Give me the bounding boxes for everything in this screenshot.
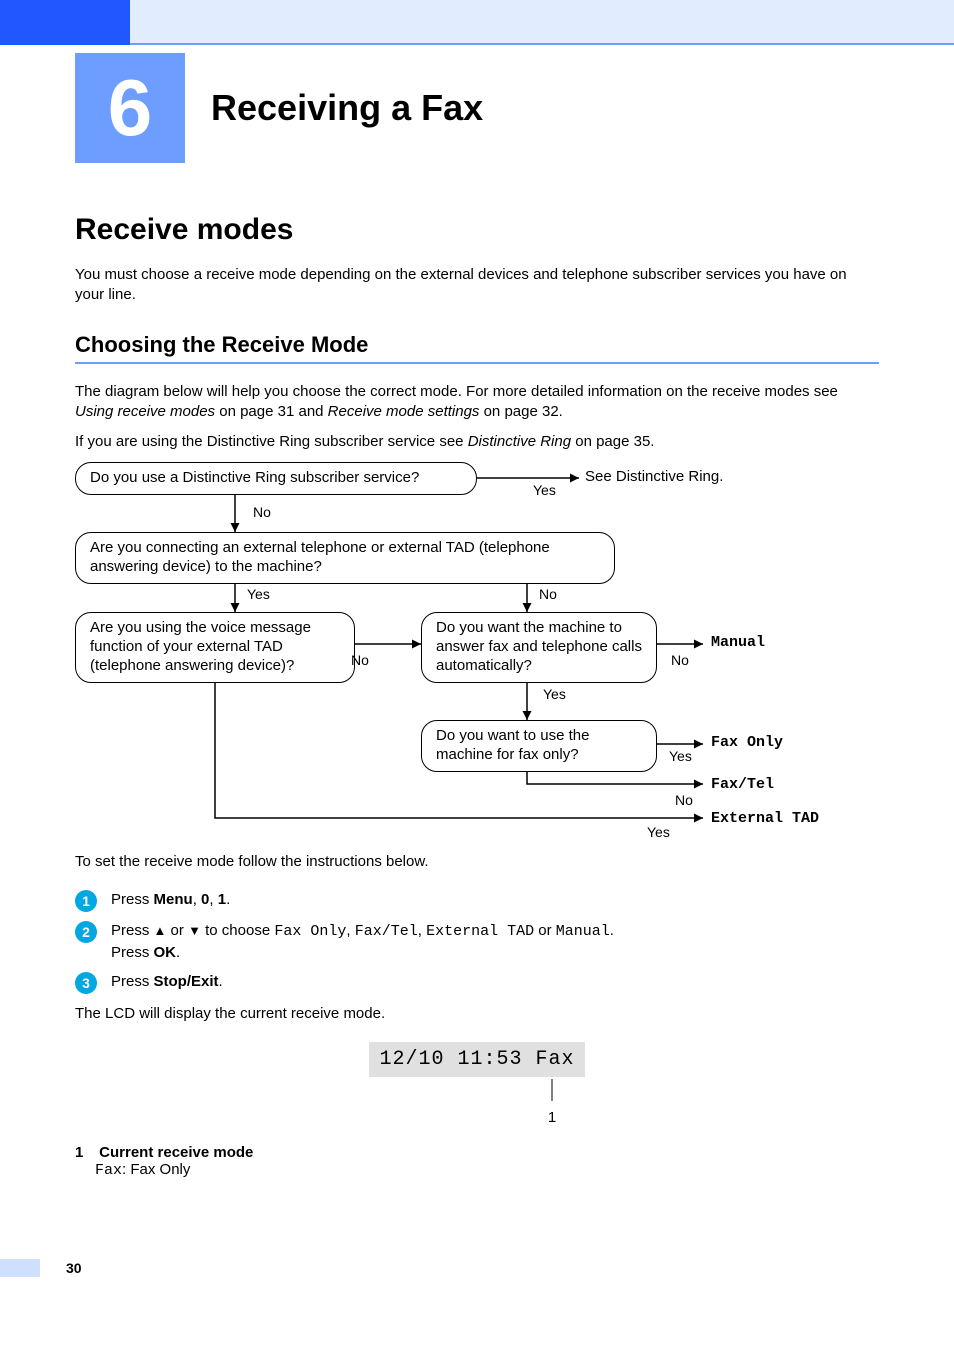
- option-label: Fax Only: [274, 923, 346, 940]
- flowchart-label-no3: No: [351, 652, 369, 668]
- flowchart-node-m_faxtel: Fax/Tel: [711, 776, 774, 793]
- text: or: [166, 922, 188, 939]
- page-content: Receive modes You must choose a receive …: [75, 213, 879, 1179]
- step-marker: 1: [75, 890, 97, 912]
- callout-index: 1: [548, 1109, 556, 1126]
- step-list: 1Press Menu, 0, 1.2Press ▲ or ▼ to choos…: [75, 889, 879, 994]
- footer-tab: [0, 1259, 40, 1277]
- text: Press: [111, 973, 154, 990]
- subsection-para-2: If you are using the Distinctive Ring su…: [75, 432, 879, 452]
- flowchart-label-no5: No: [675, 792, 693, 808]
- legend-num: 1: [75, 1144, 95, 1161]
- text: on page 35.: [571, 433, 654, 450]
- key-label: 1: [218, 891, 226, 908]
- flowchart-node-q5: Do you want to use the machine for fax o…: [421, 720, 657, 772]
- text: or: [534, 922, 556, 939]
- flowchart-label-no4: No: [671, 652, 689, 668]
- text: .: [176, 944, 180, 961]
- top-bar: [0, 0, 954, 45]
- flowchart-node-r1: See Distinctive Ring.: [585, 468, 723, 485]
- set-mode-paragraph: To set the receive mode follow the instr…: [75, 852, 879, 872]
- link-receive-mode-settings[interactable]: Receive mode settings: [328, 403, 480, 420]
- text: If you are using the Distinctive Ring su…: [75, 433, 468, 450]
- intro-paragraph: You must choose a receive mode depending…: [75, 265, 879, 306]
- legend-title: Current receive mode: [99, 1144, 253, 1161]
- lcd-display-wrap: 12/10 11:53 Fax 1: [75, 1042, 879, 1126]
- step-1: 1Press Menu, 0, 1.: [75, 889, 879, 912]
- flowchart-node-q4: Do you want the machine to answer fax an…: [421, 612, 657, 682]
- text: on page 32.: [479, 403, 562, 420]
- subsection-rule: [75, 362, 879, 364]
- step-marker: 2: [75, 921, 97, 943]
- flowchart-label-yes3: Yes: [543, 686, 566, 702]
- chapter-number: 6: [75, 53, 185, 163]
- flowchart-node-q3: Are you using the voice message function…: [75, 612, 355, 682]
- legend-code: Fax: [95, 1162, 122, 1179]
- key-label: Stop/Exit: [154, 973, 219, 990]
- text: Press: [111, 922, 154, 939]
- flowchart-label-no2: No: [539, 586, 557, 602]
- text: ▼: [188, 923, 201, 938]
- text: .: [219, 973, 223, 990]
- flowchart-diagram: Do you use a Distinctive Ring subscriber…: [75, 462, 875, 842]
- text: ▲: [154, 923, 167, 938]
- text: Press: [111, 944, 154, 961]
- top-bar-strip: [130, 0, 954, 45]
- page-footer: 30: [0, 1259, 954, 1277]
- text: Press: [111, 891, 154, 908]
- text: .: [226, 891, 230, 908]
- section-title: Receive modes: [75, 213, 879, 247]
- link-distinctive-ring[interactable]: Distinctive Ring: [468, 433, 571, 450]
- link-using-receive-modes[interactable]: Using receive modes: [75, 403, 215, 420]
- text: on page 31 and: [215, 403, 328, 420]
- step-body: Press ▲ or ▼ to choose Fax Only, Fax/Tel…: [111, 920, 614, 963]
- flowchart-node-m_faxonly: Fax Only: [711, 734, 783, 751]
- subsection-title: Choosing the Receive Mode: [75, 332, 879, 358]
- callout-line: [542, 1079, 562, 1105]
- flowchart-node-m_manual: Manual: [711, 634, 765, 651]
- text: ,: [193, 891, 201, 908]
- flowchart-label-yes2: Yes: [247, 586, 270, 602]
- key-label: OK: [154, 944, 177, 961]
- flowchart-node-q2: Are you connecting an external telephone…: [75, 532, 615, 584]
- flowchart-label-yes4: Yes: [669, 748, 692, 764]
- flowchart-label-yes5: Yes: [647, 824, 670, 840]
- chapter-header: 6 Receiving a Fax: [75, 53, 954, 163]
- page-number: 30: [66, 1260, 82, 1276]
- step-2: 2 Press ▲ or ▼ to choose Fax Only, Fax/Te…: [75, 920, 879, 963]
- lcd-callout: 1: [542, 1079, 562, 1126]
- text: The diagram below will help you choose t…: [75, 383, 838, 400]
- step-marker: 3: [75, 972, 97, 994]
- text: ,: [346, 922, 354, 939]
- flowchart-label-no1: No: [253, 504, 271, 520]
- step-3: 3 Press Stop/Exit.: [75, 971, 879, 994]
- text: ,: [418, 922, 426, 939]
- lcd-paragraph: The LCD will display the current receive…: [75, 1004, 879, 1024]
- text: ,: [209, 891, 217, 908]
- lcd-display: 12/10 11:53 Fax: [369, 1042, 584, 1077]
- flowchart-node-m_exttad: External TAD: [711, 810, 819, 827]
- step-body: Press Stop/Exit.: [111, 971, 223, 992]
- text: to choose: [201, 922, 274, 939]
- option-label: External TAD: [426, 923, 534, 940]
- key-label: Menu: [154, 891, 193, 908]
- subsection-para-1: The diagram below will help you choose t…: [75, 382, 879, 423]
- option-label: Fax/Tel: [355, 923, 418, 940]
- flowchart-label-yes1: Yes: [533, 482, 556, 498]
- chapter-title: Receiving a Fax: [211, 87, 483, 129]
- legend-desc: : Fax Only: [122, 1161, 190, 1178]
- option-label: Manual: [556, 923, 610, 940]
- step-body: Press Menu, 0, 1.: [111, 889, 230, 910]
- top-bar-blue: [0, 0, 130, 45]
- flowchart-node-q1: Do you use a Distinctive Ring subscriber…: [75, 462, 477, 495]
- text: .: [610, 922, 614, 939]
- legend: 1 Current receive mode Fax: Fax Only: [75, 1144, 879, 1179]
